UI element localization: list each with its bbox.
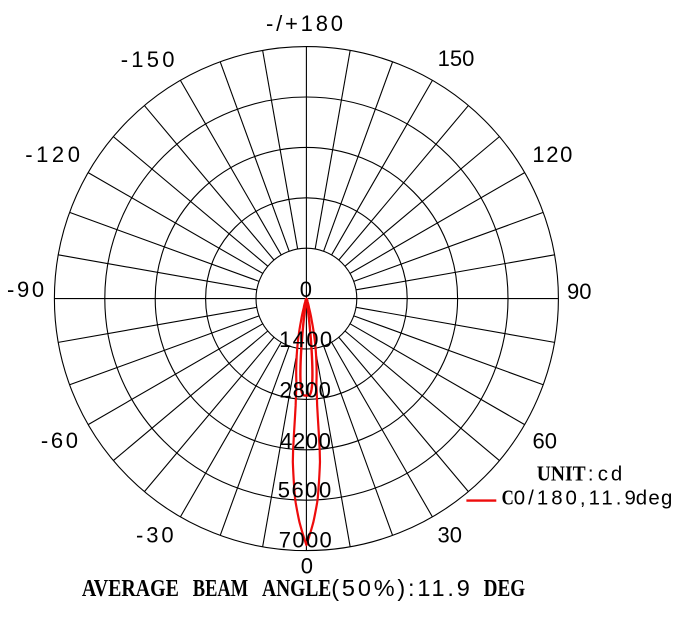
svg-text:30: 30 [438, 523, 462, 548]
svg-text:-60: -60 [41, 428, 78, 453]
svg-text:ANGLE: ANGLE [262, 575, 331, 602]
svg-text:7000: 7000 [279, 528, 332, 553]
svg-text:0: 0 [301, 554, 313, 579]
svg-text:5600: 5600 [278, 477, 332, 502]
svg-text:-/+180: -/+180 [266, 11, 343, 36]
svg-text:UNIT: UNIT [537, 461, 586, 485]
svg-text:0: 0 [300, 277, 312, 302]
svg-text:AVERAGE: AVERAGE [82, 575, 179, 602]
svg-text:4200: 4200 [280, 428, 331, 453]
svg-text:1400: 1400 [279, 327, 332, 352]
svg-text:60: 60 [532, 428, 556, 453]
svg-text:120: 120 [532, 142, 572, 167]
svg-text:(50%):11.9: (50%):11.9 [331, 575, 470, 601]
svg-text:deg: deg [636, 488, 673, 510]
svg-text:0/180,11.9: 0/180,11.9 [514, 488, 636, 510]
svg-text:150: 150 [438, 46, 475, 71]
svg-text:DEG: DEG [484, 575, 526, 602]
svg-text:cd: cd [598, 463, 622, 485]
svg-text:BEAM: BEAM [193, 575, 248, 602]
svg-text::: : [588, 463, 594, 485]
svg-text:90: 90 [567, 279, 591, 304]
svg-text:2800: 2800 [280, 378, 331, 403]
svg-text:-90: -90 [7, 277, 44, 302]
svg-text:C: C [502, 486, 514, 510]
svg-text:-30: -30 [136, 523, 174, 548]
